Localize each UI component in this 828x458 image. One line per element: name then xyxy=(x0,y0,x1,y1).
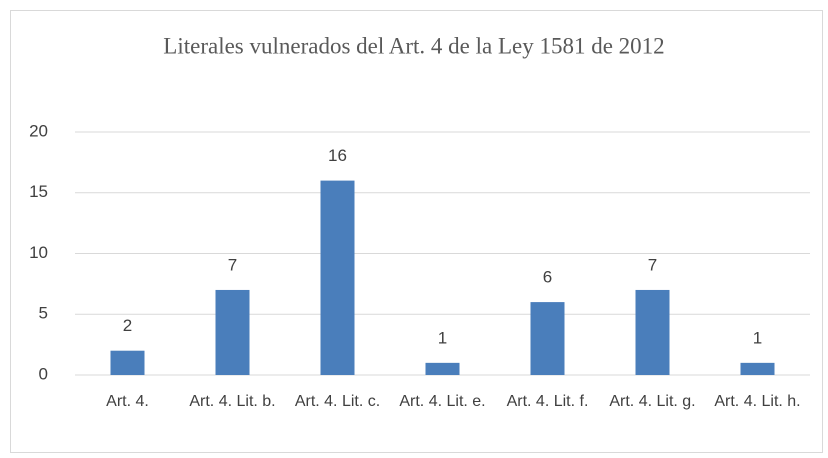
data-label: 1 xyxy=(753,328,762,347)
bar xyxy=(320,180,355,375)
data-label: 7 xyxy=(648,255,657,274)
data-label: 7 xyxy=(228,255,237,274)
chart-title: Literales vulnerados del Art. 4 de la Le… xyxy=(163,33,664,58)
data-label: 2 xyxy=(123,316,132,335)
bar xyxy=(215,289,250,375)
data-label: 6 xyxy=(543,268,552,287)
x-tick-label: Art. 4. xyxy=(106,393,149,410)
bar xyxy=(110,350,145,375)
x-tick-label: Art. 4. Lit. g. xyxy=(609,393,696,410)
x-tick-label: Art. 4. Lit. e. xyxy=(399,393,486,410)
y-tick-label: 0 xyxy=(39,364,48,383)
data-label: 16 xyxy=(328,146,347,165)
x-tick-label: Art. 4. Lit. f. xyxy=(506,393,589,410)
y-tick-label: 10 xyxy=(29,243,48,262)
y-tick-label: 15 xyxy=(29,182,48,201)
bar xyxy=(740,362,775,375)
bar xyxy=(425,362,460,375)
x-tick-label: Art. 4. Lit. c. xyxy=(294,393,381,410)
bar xyxy=(635,289,670,375)
x-tick-label: Art. 4. Lit. h. xyxy=(714,393,801,410)
chart-border xyxy=(10,10,823,453)
x-tick-label: Art. 4. Lit. b. xyxy=(189,393,276,410)
bar xyxy=(530,302,565,375)
y-tick-label: 20 xyxy=(29,121,48,140)
y-tick-label: 5 xyxy=(39,304,48,323)
data-label: 1 xyxy=(438,328,447,347)
